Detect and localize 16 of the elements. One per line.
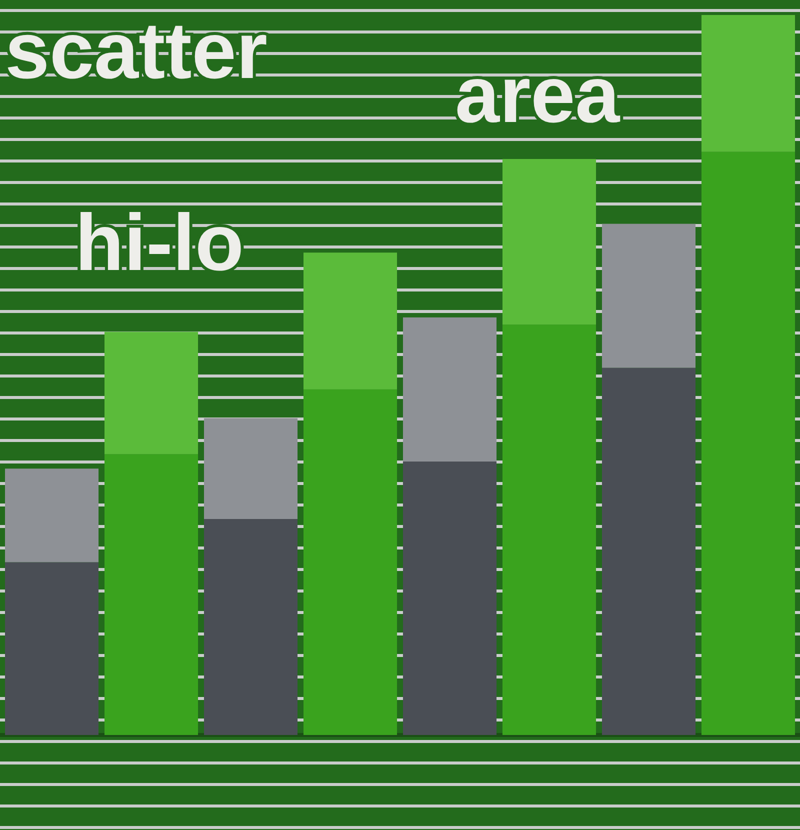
bar — [104, 454, 198, 735]
bar — [204, 519, 298, 735]
bar — [502, 159, 596, 325]
bar — [5, 562, 99, 735]
bar — [303, 252, 398, 390]
bar — [402, 461, 497, 735]
bar — [402, 317, 497, 462]
bar — [701, 152, 795, 735]
bar — [602, 224, 696, 368]
bar — [5, 468, 99, 562]
bar — [502, 324, 596, 735]
bar — [204, 418, 298, 519]
bar — [602, 368, 696, 735]
bar — [701, 15, 795, 152]
bar — [303, 389, 398, 735]
bar — [104, 332, 198, 454]
